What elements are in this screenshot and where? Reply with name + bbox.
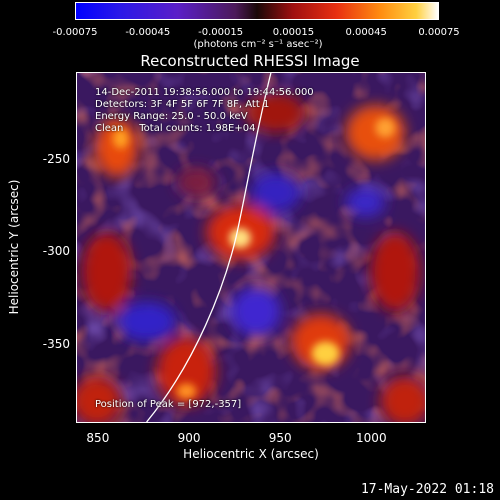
rhessi-image: 14-Dec-2011 19:38:56.000 to 19:44:56.000… [76, 72, 426, 423]
x-tick-label: 1000 [356, 431, 387, 445]
solar-limb-line [146, 73, 272, 422]
plot-title: Reconstructed RHESSI Image [140, 52, 360, 70]
x-tick-label: 900 [177, 431, 201, 445]
colorbar-tick-label: -0.00075 [52, 27, 98, 38]
x-tick-label: 950 [268, 431, 292, 445]
x-tick-label: 850 [86, 431, 110, 445]
colorbar-tick-label: -0.00045 [125, 27, 171, 38]
y-tick-label: -300 [42, 244, 70, 259]
colorbar [75, 2, 439, 20]
energy-range: Energy Range: 25.0 - 50.0 keV [95, 111, 248, 122]
rhessi-image-canvas [77, 73, 425, 422]
colorbar-tick-label: -0.00015 [198, 27, 244, 38]
colorbar-tick-label: 0.00015 [272, 27, 315, 38]
generation-timestamp: 17-May-2022 01:18 [360, 482, 494, 497]
detectors-info: Detectors: 3F 4F 5F 6F 7F 8F, Att 1 [95, 99, 270, 110]
x-axis-label: Heliocentric X (arcsec) [183, 447, 319, 461]
colorbar-unit-label: (photons cm⁻² s⁻¹ asec⁻²) [193, 39, 323, 50]
colorbar-tick-label: 0.00075 [418, 27, 460, 38]
clean-total-counts: Clean Total counts: 1.98E+04 [95, 123, 256, 134]
y-tick-label: -250 [42, 151, 70, 166]
y-tick-label: -350 [42, 336, 70, 351]
colorbar-tick-label: 0.00045 [345, 27, 387, 38]
colorbar-gradient [76, 3, 438, 19]
time-range: 14-Dec-2011 19:38:56.000 to 19:44:56.000 [95, 87, 314, 98]
y-axis-label: Heliocentric Y (arcsec) [7, 179, 21, 315]
peak-position: Position of Peak = [972,-357] [95, 399, 242, 410]
